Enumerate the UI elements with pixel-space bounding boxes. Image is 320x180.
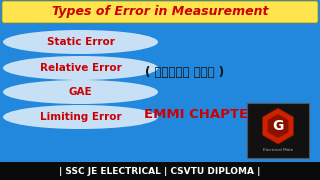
Polygon shape (268, 114, 288, 138)
Ellipse shape (3, 30, 158, 54)
Text: Limiting Error: Limiting Error (40, 112, 121, 122)
Text: Relative Error: Relative Error (40, 63, 121, 73)
Text: GAE: GAE (69, 87, 92, 97)
Bar (0, 162, 320, 180)
FancyBboxPatch shape (2, 1, 318, 23)
Text: Electrical Mate: Electrical Mate (263, 148, 293, 152)
Text: G: G (272, 119, 284, 133)
Ellipse shape (3, 80, 158, 104)
Text: EMMI CHAPTER  1: EMMI CHAPTER 1 (144, 109, 276, 122)
Ellipse shape (3, 105, 158, 129)
Text: Static Error: Static Error (47, 37, 115, 47)
Ellipse shape (3, 56, 158, 80)
Polygon shape (262, 108, 293, 144)
Bar (247, 103, 309, 158)
Text: ( हिंदी में ): ( हिंदी में ) (145, 66, 225, 78)
Text: | SSC JE ELECTRICAL | CSVTU DIPLOMA |: | SSC JE ELECTRICAL | CSVTU DIPLOMA | (59, 166, 261, 176)
Text: Types of Error in Measurement: Types of Error in Measurement (52, 6, 268, 19)
